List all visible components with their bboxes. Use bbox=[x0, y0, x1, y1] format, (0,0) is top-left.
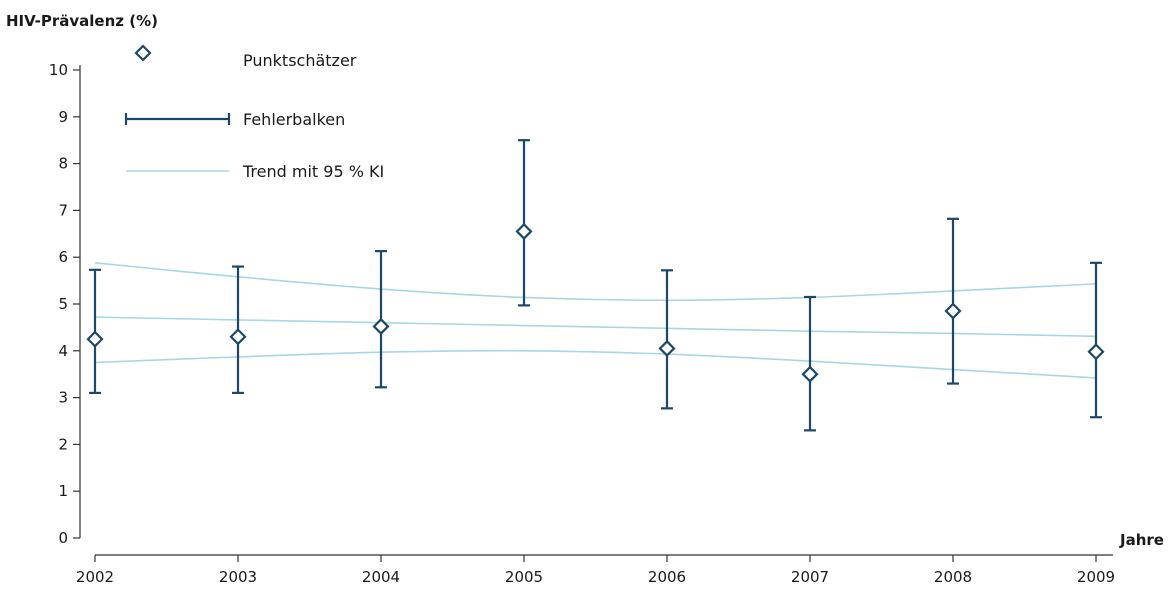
x-tick-label: 2009 bbox=[1077, 568, 1115, 586]
legend-entry: Fehlerbalken bbox=[124, 110, 345, 129]
legend: Punktschätzer Fehlerbalken Trend mit 95 % … bbox=[124, 44, 384, 181]
y-tick-label: 0 bbox=[58, 529, 68, 547]
error-bars bbox=[89, 139, 1102, 432]
legend-label: Punktschätzer bbox=[243, 51, 357, 70]
x-tick-label: 2007 bbox=[791, 568, 829, 586]
point-estimate-marker bbox=[801, 365, 819, 383]
y-tick-label: 3 bbox=[58, 389, 68, 407]
y-tick-label: 5 bbox=[58, 295, 68, 313]
x-tick-label: 2002 bbox=[76, 568, 114, 586]
error-bar bbox=[804, 295, 816, 432]
y-axis-title: HIV-Prävalenz (%) bbox=[6, 12, 158, 30]
error-bar bbox=[1090, 261, 1102, 419]
legend-entry: Trend mit 95 % KI bbox=[126, 162, 384, 181]
point-estimate-marker bbox=[944, 302, 962, 320]
y-tick-label: 1 bbox=[58, 482, 68, 500]
ci-lower-line bbox=[94, 349, 1097, 379]
y-tick-label: 9 bbox=[58, 108, 68, 126]
point-estimate-marker bbox=[372, 317, 390, 336]
x-tick-label: 2008 bbox=[934, 568, 972, 586]
x-axis-title: Jahre bbox=[1119, 531, 1164, 549]
error-bar bbox=[661, 269, 673, 410]
x-tick-label: 2003 bbox=[219, 568, 257, 586]
point-estimate-marker bbox=[515, 222, 533, 241]
legend-entry: Punktschätzer bbox=[134, 44, 357, 70]
legend-label: Fehlerbalken bbox=[243, 110, 345, 129]
y-tick-label: 2 bbox=[58, 435, 68, 453]
point-estimate-marker bbox=[1087, 343, 1105, 361]
legend-label: Trend mit 95 % KI bbox=[242, 162, 384, 181]
y-tick-label: 8 bbox=[58, 155, 68, 173]
point-estimate-marker bbox=[658, 339, 676, 358]
point-estimate-marker bbox=[86, 330, 104, 348]
error-bar bbox=[947, 217, 959, 385]
point-estimates bbox=[86, 222, 1105, 383]
x-tick-label: 2005 bbox=[505, 568, 543, 586]
legend-diamond-icon bbox=[134, 44, 152, 62]
ci-upper-line bbox=[94, 262, 1097, 302]
y-tick-label: 7 bbox=[58, 201, 68, 219]
y-tick-label: 6 bbox=[58, 248, 68, 266]
x-tick-label: 2004 bbox=[362, 568, 400, 586]
error-bar bbox=[518, 139, 530, 307]
trend-line bbox=[94, 316, 1097, 338]
x-tick-label: 2006 bbox=[648, 568, 686, 586]
point-estimate-marker bbox=[229, 328, 247, 346]
chart-axes: 0 1 2 3 4 5 6 7 8 9 10 2002 2003 2004 2005 2006 2007 2008… bbox=[49, 61, 1115, 586]
y-tick-label: 4 bbox=[58, 342, 68, 360]
trend-lines bbox=[94, 262, 1097, 379]
y-tick-label: 10 bbox=[49, 61, 68, 79]
